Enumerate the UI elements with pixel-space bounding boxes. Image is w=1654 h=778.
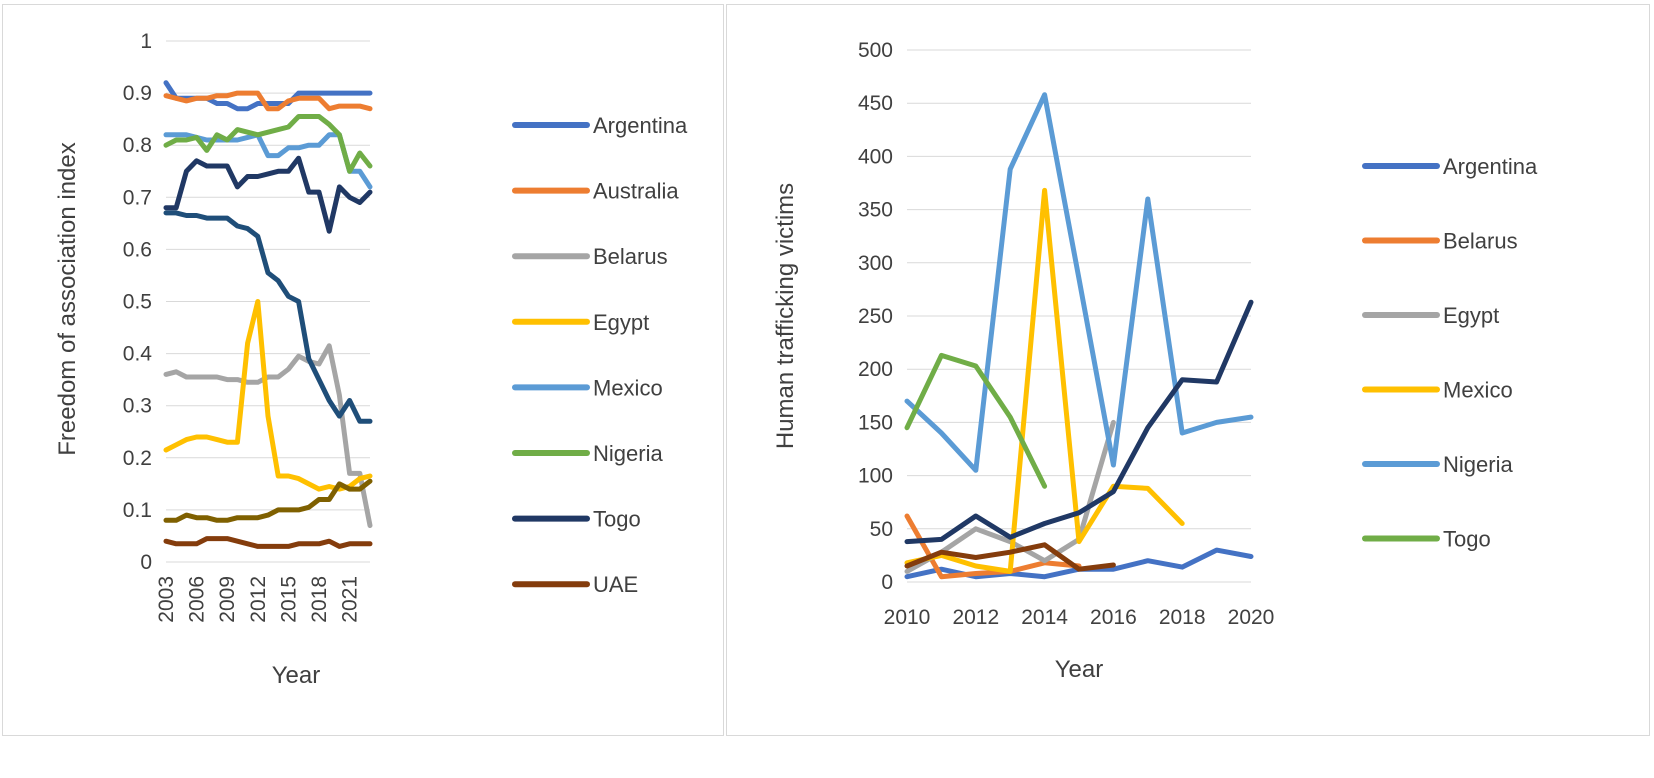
series-line-unlabeled-8 [163, 210, 373, 424]
y-tick-label: 150 [858, 411, 893, 434]
x-tick-label: 2016 [1090, 606, 1137, 629]
series-line-togo [904, 352, 1048, 489]
series-line-uae [163, 536, 373, 549]
y-tick-label: 450 [858, 92, 893, 115]
y-tick-label: 0 [881, 571, 893, 594]
chart-panel-freedom: 0 0.1 0.2 0.3 0.4 0.5 0.6 0.7 0.8 0.9 1 2003 2006 200… [2, 4, 724, 736]
series-line-nigeria [904, 92, 1254, 473]
chart-panel-trafficking: 0 50 100 150 200 250 300 350 400 450 500 2010 2012 20… [726, 4, 1650, 736]
y-tick-label: 100 [858, 465, 893, 488]
y-tick-label: 0.6 [123, 238, 152, 261]
y-tick-label: 350 [858, 199, 893, 222]
x-tick-label: 2021 [339, 576, 362, 623]
series-line-unlabeled-9 [163, 478, 373, 523]
series-line-togo [163, 155, 373, 234]
y-tick-label: 0 [140, 551, 152, 574]
legend-label: Togo [593, 507, 641, 532]
legend-label: Nigeria [1443, 452, 1513, 477]
x-tick-label: 2012 [247, 576, 270, 623]
y-tick-label: 200 [858, 358, 893, 381]
y-tick-label: 0.9 [123, 82, 152, 105]
y-tick-label: 0.3 [123, 395, 152, 418]
legend-label: Australia [593, 179, 679, 204]
human-trafficking-chart: 0 50 100 150 200 250 300 350 400 450 500 2010 2012 20… [772, 39, 1538, 683]
y-axis-title: Human trafficking victims [772, 183, 799, 449]
legend-label: Mexico [1443, 378, 1513, 403]
legend-label: Nigeria [593, 441, 663, 466]
y-tick-label: 500 [858, 39, 893, 62]
series-line-belarus [904, 513, 1082, 580]
series-line-mexico [904, 187, 1185, 574]
y-tick-label: 0.7 [123, 186, 152, 209]
x-tick-label: 2010 [884, 606, 931, 629]
series-line-unlabeled-6 [904, 299, 1254, 545]
legend-label: Togo [1443, 527, 1491, 552]
legend-label: Mexico [593, 375, 663, 400]
y-tick-label: 250 [858, 305, 893, 328]
legend-label: Egypt [1443, 303, 1499, 328]
x-tick-label: 2018 [308, 576, 331, 623]
legend-label: Belarus [1443, 229, 1518, 254]
legend-label: Argentina [1443, 154, 1538, 179]
x-tick-label: 2015 [277, 576, 300, 623]
x-tick-label: 2009 [216, 576, 239, 623]
y-tick-label: 300 [858, 252, 893, 275]
y-tick-label: 0.5 [123, 291, 152, 314]
x-axis-title: Year [1055, 656, 1104, 683]
y-tick-label: 0.4 [123, 343, 153, 366]
x-tick-label: 2018 [1159, 606, 1206, 629]
x-axis-title: Year [272, 662, 321, 689]
legend-label: Egypt [593, 310, 649, 335]
x-tick-label: 2014 [1021, 606, 1068, 629]
series-line-unlabeled-7 [904, 542, 1116, 572]
legend-label: Belarus [593, 244, 668, 269]
y-axis-title: Freedom of association index [54, 142, 81, 456]
series-line-australia [163, 90, 373, 112]
x-tick-label: 2020 [1228, 606, 1275, 629]
freedom-of-association-chart: 0 0.1 0.2 0.3 0.4 0.5 0.6 0.7 0.8 0.9 1 2003 2006 200… [54, 30, 688, 689]
y-tick-label: 50 [870, 518, 893, 541]
x-tick-label: 2003 [155, 576, 178, 623]
y-tick-label: 0.8 [123, 134, 152, 157]
x-tick-label: 2006 [186, 576, 209, 623]
series-line-nigeria [163, 114, 373, 174]
legend-label: UAE [593, 572, 638, 597]
y-tick-label: 1 [140, 30, 152, 53]
y-tick-label: 0.1 [123, 499, 152, 522]
series-line-belarus [163, 343, 373, 528]
y-tick-label: 0.2 [123, 447, 152, 470]
x-tick-label: 2012 [952, 606, 999, 629]
legend-label: Argentina [593, 113, 688, 138]
y-tick-label: 400 [858, 145, 893, 168]
